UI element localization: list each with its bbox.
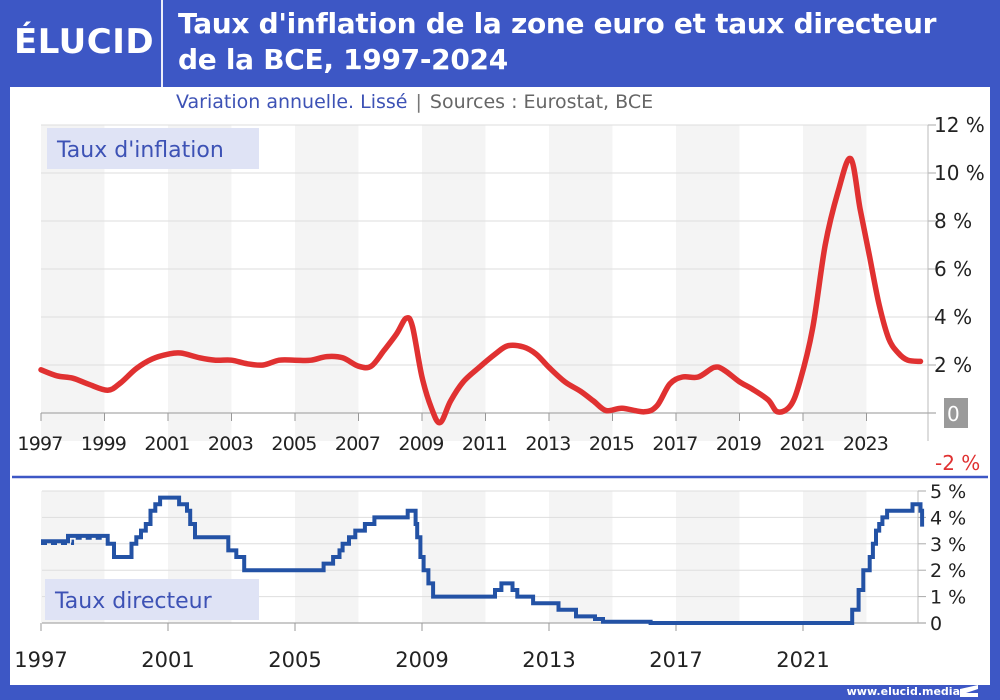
x-tick-label: 2009 — [398, 433, 443, 455]
policy-rate-chart: 5 % 4 % 3 % 2 % 1 % 0 1997 2001 2005 2009 2013 2017… — [14, 481, 966, 672]
x-tick-label: 2005 — [268, 648, 321, 672]
chart-subtitle: Variation annuelle. Lissé | Sources : Euro… — [176, 91, 653, 113]
elucid-flag-icon — [960, 685, 978, 697]
inflation-line — [38, 155, 924, 426]
y-tick-label: 0 — [947, 402, 960, 426]
shaded-band — [422, 491, 486, 623]
shaded-band — [168, 125, 232, 441]
y-tick-label: 6 % — [934, 257, 972, 281]
shaded-band — [549, 491, 613, 623]
zero-label-box — [944, 398, 968, 428]
inflation-chart: 12 % 10 % 8 % 6 % 4 % 2 % 0 -2 % 1997 1999 2001 200… — [17, 113, 984, 475]
x-tick-label: 2007 — [335, 433, 380, 455]
policy-rate-dashed-line — [41, 537, 105, 546]
y-tick-label: 4 % — [930, 507, 966, 529]
y-tick-label: 4 % — [934, 305, 972, 329]
y-tick-label: 1 % — [930, 587, 966, 609]
x-tick-label: 2017 — [649, 648, 702, 672]
x-tick-label: 2009 — [395, 648, 448, 672]
x-tick-label: 2001 — [144, 433, 189, 455]
x-tick-label: 2005 — [271, 433, 316, 455]
shaded-band — [676, 491, 740, 623]
y-tick-label: 5 % — [930, 481, 966, 503]
x-tick-label: 2021 — [776, 648, 829, 672]
x-tick-label: 2001 — [141, 648, 194, 672]
shaded-band — [422, 125, 486, 441]
x-tick-label: 1997 — [14, 648, 67, 672]
series-label: Taux d'inflation — [56, 138, 224, 163]
x-tick-label: 1999 — [81, 433, 126, 455]
y-tick-label: 2 % — [930, 560, 966, 582]
subtitle-separator: | — [415, 91, 422, 113]
x-tick-label: 2013 — [522, 648, 575, 672]
series-label-box — [45, 579, 259, 620]
x-tick-label: 2013 — [525, 433, 570, 455]
x-tick-label: 2017 — [652, 433, 697, 455]
y-tick-label: 0 — [930, 613, 942, 635]
header-separator — [161, 0, 163, 87]
x-tick-label: 2011 — [462, 433, 507, 455]
shaded-band — [676, 125, 740, 441]
elucid-logo: ÉLUCID — [14, 22, 155, 62]
y-tick-label: 12 % — [934, 113, 985, 137]
y-tick-label: 10 % — [934, 161, 985, 185]
y-tick-label: -2 % — [935, 451, 980, 475]
shaded-band — [41, 125, 105, 441]
x-tick-label: 2019 — [716, 433, 761, 455]
shaded-band — [295, 491, 359, 623]
sources-text: Sources : Eurostat, BCE — [429, 91, 654, 113]
x-tick-label: 2021 — [779, 433, 824, 455]
policy-rate-line — [41, 495, 925, 625]
x-tick-label: 2023 — [843, 433, 888, 455]
y-tick-label: 8 % — [934, 209, 972, 233]
shaded-band — [295, 125, 359, 441]
y-tick-label: 2 % — [934, 353, 972, 377]
chart-title: Taux d'inflation de la zone euro et taux… — [178, 7, 937, 76]
x-tick-label: 2003 — [208, 433, 253, 455]
y-tick-label: 3 % — [930, 534, 966, 556]
website-link[interactable]: www.elucid.media — [846, 685, 960, 698]
series-label-box — [47, 128, 259, 169]
shaded-band — [803, 491, 867, 623]
x-tick-label: 2015 — [589, 433, 634, 455]
x-tick-label: 1997 — [17, 433, 62, 455]
series-label: Taux directeur — [54, 589, 213, 614]
subtitle-text: Variation annuelle. Lissé — [176, 91, 408, 113]
